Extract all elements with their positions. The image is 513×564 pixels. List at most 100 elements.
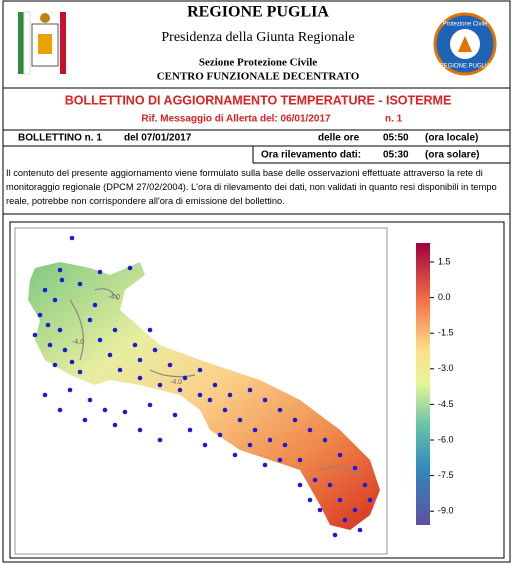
station-dot <box>112 327 118 333</box>
colorbar <box>416 243 430 525</box>
bulletin-title: BOLLETTINO DI AGGIORNAMENTO TEMPERATURE … <box>65 93 452 107</box>
station-dot <box>262 462 268 468</box>
station-dot <box>57 267 63 273</box>
station-dot <box>137 427 143 433</box>
station-dot <box>69 359 75 365</box>
isotherm <box>69 288 361 476</box>
station-dot <box>297 482 303 488</box>
station-dot <box>277 457 283 463</box>
colorbar-label: 1.5 <box>438 256 451 266</box>
station-dot <box>112 422 118 428</box>
station-dot <box>87 397 93 403</box>
station-dot <box>362 482 368 488</box>
header-subtitle: Presidenza della Giunta Regionale <box>161 30 354 45</box>
station-dot <box>62 347 68 353</box>
table-cell: delle ore <box>318 133 360 144</box>
station-dot <box>342 517 348 523</box>
station-dot <box>157 382 163 388</box>
logo-text: REGIONE PUGLIA <box>439 64 490 70</box>
logo-left <box>18 11 66 75</box>
station-dot <box>307 497 313 503</box>
station-dot <box>232 452 238 458</box>
station-dot <box>202 442 208 448</box>
station-dot <box>77 369 83 375</box>
table-cell: del 07/01/2017 <box>124 133 192 144</box>
station-dot <box>247 387 253 393</box>
station-dot <box>222 407 228 413</box>
station-dot <box>312 477 318 483</box>
station-dot <box>292 417 298 423</box>
station-dot <box>52 362 58 368</box>
paragraph: Il contenuto del presente aggiornamento … <box>6 168 497 206</box>
station-dot <box>37 312 43 318</box>
colorbar-label: -1.5 <box>438 328 454 338</box>
station-dot <box>67 387 73 393</box>
contour-label: -4.0 <box>170 379 182 386</box>
station-dot <box>77 281 83 287</box>
station-dot <box>52 297 58 303</box>
station-dot <box>322 437 328 443</box>
stations <box>32 235 373 538</box>
station-dot <box>297 457 303 463</box>
station-dot <box>137 375 143 381</box>
station-dot <box>182 375 188 381</box>
station-dot <box>157 437 163 443</box>
station-dot <box>367 497 373 503</box>
colorbar-label: -3.0 <box>438 363 454 373</box>
station-dot <box>197 392 203 398</box>
station-dot <box>217 432 223 438</box>
logo-text: Protezione Civile <box>442 22 488 28</box>
map-axes <box>14 227 388 555</box>
station-dot <box>137 357 143 363</box>
table-cell: (ora locale) <box>425 133 478 144</box>
station-dot <box>57 327 63 333</box>
station-dot <box>122 409 128 415</box>
station-dot <box>97 337 103 343</box>
station-dot <box>277 407 283 413</box>
station-dot <box>227 392 233 398</box>
logo-right: Protezione Civile REGIONE PUGLIA <box>433 12 497 76</box>
station-dot <box>332 532 338 538</box>
station-dot <box>132 342 138 348</box>
table-cell: BOLLETTINO n. 1 <box>18 133 102 144</box>
station-dot <box>97 269 103 275</box>
bulletin-reference: Rif. Messaggio di Allerta del: 06/01/201… <box>141 114 331 125</box>
table-cell: Ora rilevamento dati: <box>261 150 361 161</box>
header-centre: CENTRO FUNZIONALE DECENTRATO <box>157 71 360 83</box>
colorbar-label: -7.5 <box>438 470 454 480</box>
colorbar-label: 0.0 <box>438 292 451 302</box>
station-dot <box>352 507 358 513</box>
station-dot <box>152 347 158 353</box>
station-dot <box>92 302 98 308</box>
station-dot <box>197 367 203 373</box>
station-dot <box>102 407 108 413</box>
station-dot <box>42 287 48 293</box>
table-cell: (ora solare) <box>425 150 479 161</box>
station-dot <box>147 327 153 333</box>
station-dot <box>82 417 88 423</box>
station-dot <box>147 402 153 408</box>
station-dot <box>357 527 363 533</box>
station-dot <box>317 507 323 513</box>
colorbar-label: -4.5 <box>438 399 454 409</box>
station-dot <box>117 367 123 373</box>
station-dot <box>59 277 65 283</box>
station-dot <box>69 235 75 241</box>
region-map <box>28 262 380 530</box>
station-dot <box>167 362 173 368</box>
station-dot <box>177 387 183 393</box>
contour-label: -4.0 <box>72 339 84 346</box>
table-cell: 05:50 <box>383 133 409 144</box>
station-dot <box>282 442 288 448</box>
colorbar-labels: 1.5 0.0 -1.5 -3.0 -4.5 -6.0 -7.5 -9.0 <box>430 256 454 516</box>
station-dot <box>45 322 51 328</box>
station-dot <box>47 342 53 348</box>
station-dot <box>237 417 243 423</box>
station-dot <box>207 397 213 403</box>
station-dot <box>57 407 63 413</box>
station-dot <box>107 352 113 358</box>
contour-label: -4.0 <box>108 294 120 301</box>
